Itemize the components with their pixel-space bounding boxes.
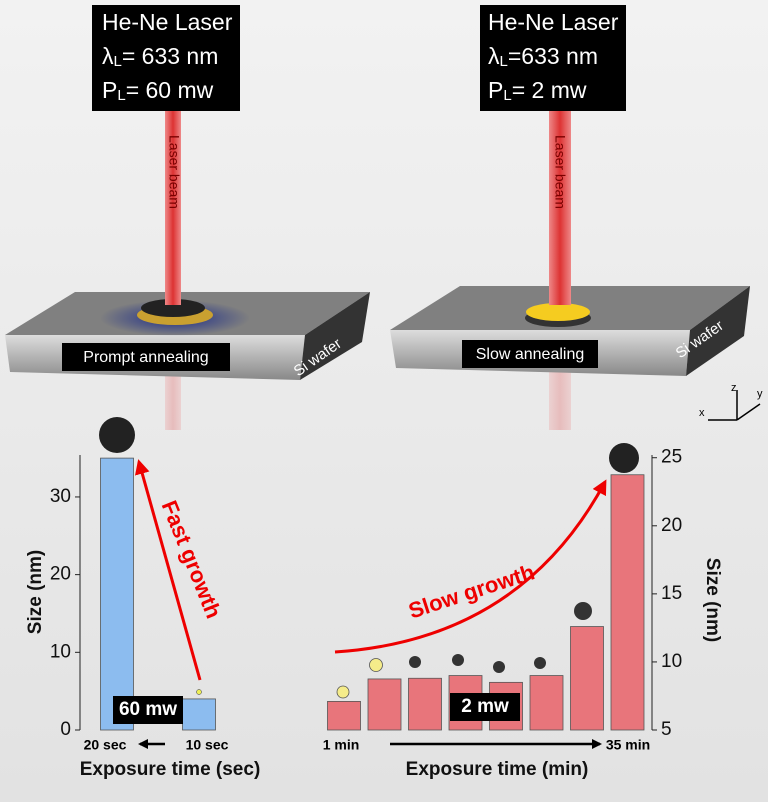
- beam-label: Laser beam: [552, 135, 568, 209]
- bar: [570, 626, 604, 731]
- growth-arrow: [334, 479, 607, 654]
- axis-glyph-label: z: [731, 382, 737, 394]
- y-tick-label: 25: [661, 447, 682, 468]
- process-label: Prompt annealing: [83, 349, 208, 366]
- axis-glyph-label: y: [757, 388, 763, 400]
- y-tick-label: 20: [661, 515, 682, 536]
- process-label: Slow annealing: [476, 346, 585, 363]
- power-box: [450, 693, 520, 721]
- laser-line: PL= 60 mw: [102, 77, 214, 104]
- laser-box: [480, 5, 626, 111]
- particle-icon: [609, 443, 639, 473]
- bar: [100, 457, 134, 731]
- wafer-side: [686, 286, 750, 376]
- laser-line: λL=633 nm: [488, 43, 598, 70]
- particle-icon: [493, 661, 505, 673]
- y-axis-label: Size (nm): [25, 550, 46, 634]
- particle-icon: [409, 656, 421, 668]
- laser-line: PL= 2 mw: [488, 77, 587, 104]
- x-tick-label: 35 min: [606, 737, 650, 753]
- x-tick-label: 20 sec: [84, 737, 127, 753]
- particle-icon: [99, 417, 135, 453]
- growth-arrow: [135, 459, 202, 681]
- process-box: [462, 340, 598, 368]
- bar: [610, 474, 645, 731]
- bar: [182, 698, 216, 731]
- y-tick-label: 20: [50, 564, 71, 585]
- power-label: 60 mw: [119, 699, 177, 720]
- beam: [165, 110, 181, 305]
- y-tick-label: 10: [661, 651, 682, 672]
- particle: [526, 303, 590, 321]
- power-label: 2 mw: [461, 696, 509, 717]
- y-tick-label: 5: [661, 719, 672, 740]
- y-tick-label: 0: [60, 719, 71, 740]
- laser-line: He-Ne Laser: [102, 9, 233, 35]
- particle-icon: [534, 657, 546, 669]
- process-box: [62, 343, 230, 371]
- x-axis-label: Exposure time (sec): [80, 759, 261, 780]
- laser-line: He-Ne Laser: [488, 9, 619, 35]
- axis-glyph-label: x: [699, 407, 705, 419]
- power-box: [113, 696, 183, 724]
- beam-label: Laser beam: [166, 135, 182, 209]
- particle-icon: [196, 689, 202, 695]
- bar: [367, 678, 402, 731]
- particle-icon: [574, 602, 592, 620]
- y-tick-label: 10: [50, 641, 71, 662]
- particle-icon: [452, 654, 464, 666]
- particle-icon: [369, 658, 383, 672]
- y-tick-label: 30: [50, 486, 71, 507]
- x-axis-label: Exposure time (min): [406, 759, 589, 780]
- bar: [529, 675, 564, 731]
- laser-box: [92, 5, 240, 111]
- particle-icon: [336, 685, 350, 699]
- y-axis-label: Size (nm): [702, 558, 723, 642]
- wafer-side: [300, 292, 370, 380]
- particle: [141, 299, 205, 317]
- bar: [327, 701, 361, 731]
- laser-line: λL= 633 nm: [102, 43, 218, 70]
- charts: 0 10 20 30 20 sec 10 sec Size (nm) Exposure tim…: [25, 447, 723, 780]
- axes-glyph: [708, 390, 761, 421]
- x-tick-label: 10 sec: [186, 737, 229, 753]
- x-tick-label: 1 min: [323, 737, 360, 753]
- bar: [408, 677, 442, 731]
- beam: [549, 110, 571, 305]
- y-tick-label: 15: [661, 583, 682, 604]
